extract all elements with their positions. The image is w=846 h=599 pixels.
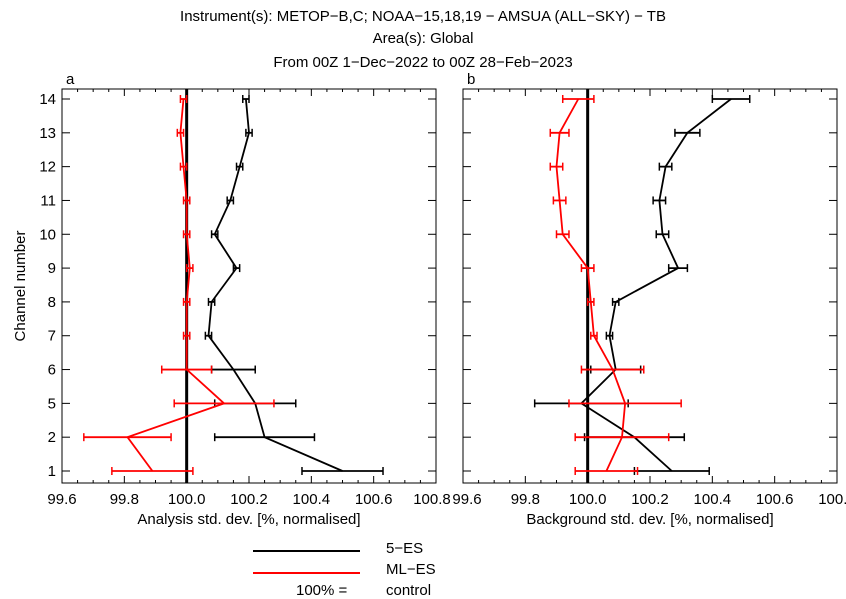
chart-title-period: From 00Z 1−Dec−2022 to 00Z 28−Feb−2023 bbox=[273, 54, 573, 71]
chart-title-instruments: Instrument(s): METOP−B,C; NOAA−15,18,19 … bbox=[180, 8, 666, 25]
legend-reference-label: control bbox=[386, 582, 432, 599]
plot-frame bbox=[61, 88, 437, 484]
y-axis-label: Channel number bbox=[12, 231, 29, 342]
y-tick-label: 14 bbox=[39, 91, 56, 108]
x-tick-label: 100.2 bbox=[631, 491, 669, 508]
y-tick-label: 11 bbox=[40, 192, 56, 209]
y-tick-label: 8 bbox=[48, 294, 56, 311]
x-tick-label: 100.6 bbox=[756, 491, 794, 508]
y-tick-label: 10 bbox=[39, 226, 56, 243]
x-axis-label: Analysis std. dev. [%, normalised] bbox=[137, 511, 360, 528]
panel-letter: b bbox=[467, 71, 475, 88]
x-tick-label: 100.2 bbox=[230, 491, 268, 508]
x-tick-label: 100.4 bbox=[293, 491, 331, 508]
y-tick-label: 13 bbox=[39, 125, 56, 142]
x-tick-label: 100.0 bbox=[569, 491, 607, 508]
x-tick-label: 100.8 bbox=[818, 491, 846, 508]
y-tick-label: 5 bbox=[48, 395, 56, 412]
y-tick-label: 2 bbox=[48, 429, 56, 446]
x-tick-label: 100.6 bbox=[355, 491, 393, 508]
chart-panel-b: 99.6 99.8 100.0 100.2 100.4 100.6 100.8 b Backgr… bbox=[452, 71, 846, 528]
panel-letter: a bbox=[66, 71, 75, 88]
y-tick-label: 7 bbox=[48, 328, 56, 345]
series-line-1 bbox=[126, 98, 226, 472]
legend-label-mles: ML−ES bbox=[386, 561, 436, 578]
x-tick-label: 99.6 bbox=[47, 491, 76, 508]
x-tick-label: 99.6 bbox=[452, 491, 481, 508]
x-tick-label: 99.8 bbox=[110, 491, 139, 508]
series-line-0 bbox=[207, 98, 343, 472]
legend-label-5es: 5−ES bbox=[386, 540, 424, 557]
plot-frame bbox=[462, 88, 838, 484]
y-tick-label: 12 bbox=[39, 159, 56, 176]
y-tick-label: 9 bbox=[48, 260, 56, 277]
x-tick-label: 99.8 bbox=[511, 491, 540, 508]
y-tick-label: 6 bbox=[48, 362, 56, 379]
chart-title-area: Area(s): Global bbox=[372, 30, 474, 47]
series-line-1 bbox=[555, 98, 627, 472]
y-tick-label: 1 bbox=[48, 463, 56, 480]
chart-panel-a: 99.6 99.8 100.0 100.2 100.4 100.6 100.81256789… bbox=[12, 71, 451, 528]
x-tick-label: 100.8 bbox=[413, 491, 451, 508]
series-line-0 bbox=[579, 98, 732, 472]
x-tick-label: 100.0 bbox=[168, 491, 206, 508]
legend-reference-prefix: 100% = bbox=[296, 582, 348, 599]
x-tick-label: 100.4 bbox=[694, 491, 732, 508]
x-axis-label: Background std. dev. [%, normalised] bbox=[526, 511, 773, 528]
